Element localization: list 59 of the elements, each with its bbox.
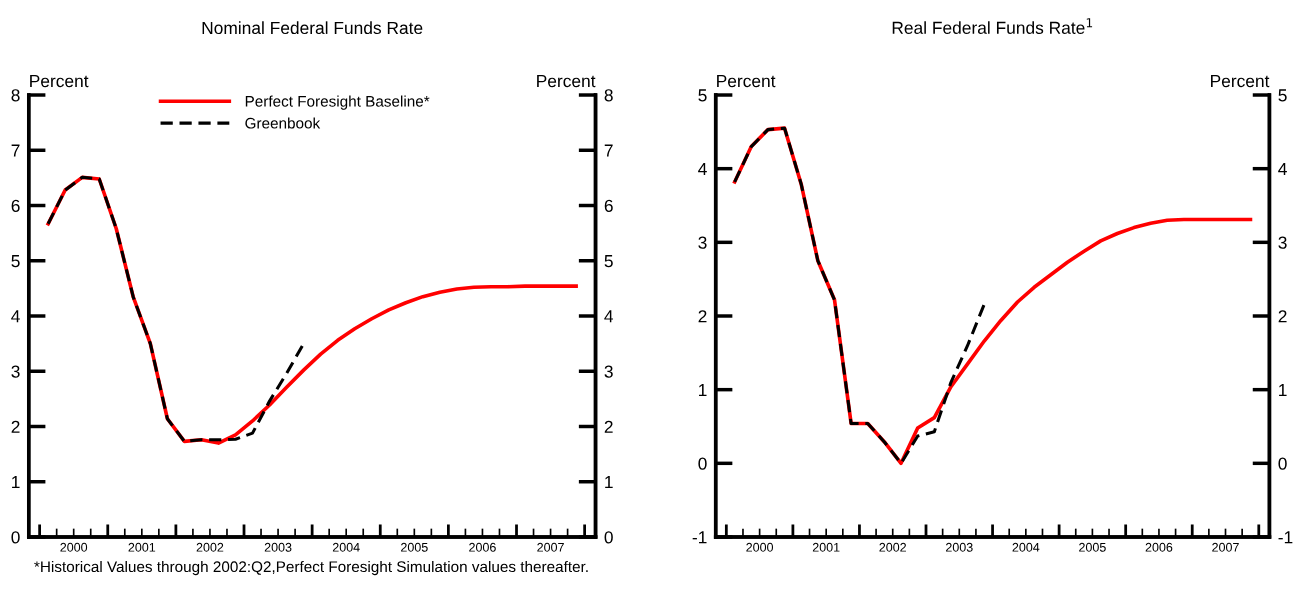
y-tick-label: 1 bbox=[699, 384, 707, 396]
x-tick-label: 2001 bbox=[128, 542, 156, 552]
line-series bbox=[46, 175, 306, 443]
chart-title: Real Federal Funds Rate$^{1}$ bbox=[892, 18, 1093, 34]
y2-tick-label: 0 bbox=[1278, 457, 1287, 470]
y2-tick-label: 3 bbox=[604, 365, 613, 378]
x-tick-label: 2000 bbox=[746, 542, 774, 552]
y-tick-label: 5 bbox=[698, 89, 707, 102]
x-tick-label: 2003 bbox=[946, 542, 973, 552]
x-tick-label: 2000 bbox=[60, 542, 88, 552]
text: *Historical Values through 2002:Q2,Perfect Foresight Simulation values thereafter. bbox=[34, 560, 588, 576]
x-tick-label: 2007 bbox=[1212, 542, 1239, 552]
y-tick-label: 8 bbox=[11, 89, 20, 102]
y2-tick-label: 0 bbox=[604, 531, 613, 544]
y-tick-label: 0 bbox=[11, 531, 20, 544]
legend-label: Greenbook bbox=[245, 117, 321, 129]
y2-tick-label: 1 bbox=[1279, 384, 1287, 396]
y-tick-label: 1 bbox=[12, 476, 20, 489]
y2-tick-label: 3 bbox=[1278, 236, 1287, 249]
x-tick-label: 2005 bbox=[1079, 542, 1106, 552]
y-tick-label: 7 bbox=[11, 144, 20, 157]
y2-axis-title: Percent bbox=[1211, 75, 1270, 88]
x-tick-label: 2006 bbox=[1145, 542, 1173, 552]
legend-label: Perfect Foresight Baseline* bbox=[245, 95, 430, 110]
y-axis-title: Percent bbox=[30, 75, 89, 88]
y-tick-label: -1 bbox=[692, 531, 707, 544]
y-tick-label: 3 bbox=[698, 236, 707, 249]
x-tick-label: 2002 bbox=[196, 542, 224, 552]
y2-tick-label: 6 bbox=[604, 199, 613, 212]
chart-title: Nominal Federal Funds Rate bbox=[202, 21, 423, 35]
x-tick-label: 2004 bbox=[1012, 542, 1040, 552]
x-tick-label: 2001 bbox=[812, 542, 840, 552]
y2-tick-label: 4 bbox=[1278, 163, 1287, 175]
y-tick-label: 4 bbox=[11, 310, 20, 323]
y-tick-label: 6 bbox=[11, 199, 20, 212]
x-tick-label: 2002 bbox=[879, 542, 906, 552]
y2-axis-title: Percent bbox=[537, 75, 596, 88]
y-tick-label: 2 bbox=[698, 310, 707, 323]
y2-tick-label: 8 bbox=[604, 89, 613, 102]
y-tick-label: 0 bbox=[698, 457, 707, 470]
y-tick-label: 2 bbox=[11, 420, 20, 433]
y-tick-label: 4 bbox=[698, 163, 707, 175]
y2-tick-label: 1 bbox=[605, 476, 613, 489]
y2-tick-label: 2 bbox=[604, 420, 613, 433]
x-tick-label: 2005 bbox=[401, 542, 428, 552]
y2-tick-label: 5 bbox=[604, 255, 613, 268]
x-tick-label: 2007 bbox=[537, 542, 564, 552]
y2-tick-label: 4 bbox=[604, 310, 614, 323]
line-series bbox=[733, 126, 986, 465]
y2-tick-label: 5 bbox=[1278, 89, 1287, 102]
y-tick-label: 5 bbox=[11, 255, 20, 268]
y2-tick-label: 7 bbox=[604, 144, 613, 157]
y-tick-label: 3 bbox=[11, 365, 20, 378]
y2-tick-label: 2 bbox=[1278, 310, 1287, 323]
y2-tick-label: -1 bbox=[1278, 531, 1293, 544]
x-tick-label: 2003 bbox=[264, 542, 292, 552]
x-tick-label: 2004 bbox=[332, 542, 360, 552]
x-tick-label: 2006 bbox=[469, 542, 496, 552]
y-axis-title: Percent bbox=[717, 75, 776, 88]
